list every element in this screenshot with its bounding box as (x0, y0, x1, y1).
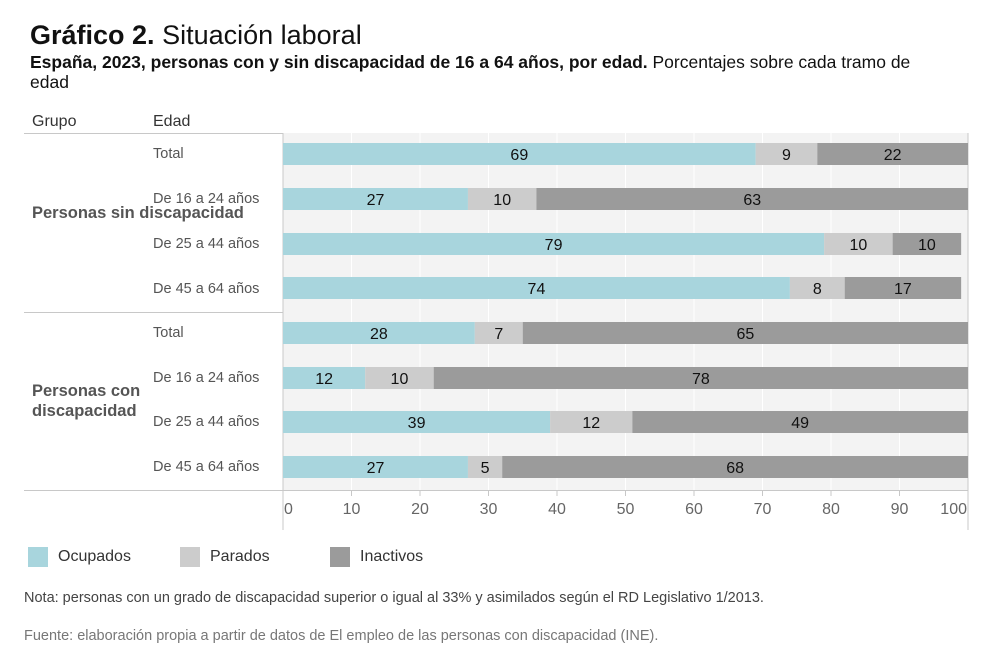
legend-label: Inactivos (360, 548, 424, 565)
row-label: De 45 a 64 años (153, 459, 260, 475)
bar-parados (467, 456, 503, 478)
legend-item-inactivos: Inactivos (330, 547, 423, 567)
chart-subtitle: España, 2023, personas con y sin discapa… (30, 52, 950, 92)
bar-data-label: 27 (367, 460, 385, 477)
legend-item-parados: Parados (180, 547, 270, 567)
bar-inactivos (522, 322, 968, 344)
column-header-group: Grupo (32, 113, 77, 130)
bar-data-label: 27 (367, 192, 385, 209)
bar-ocupados (283, 322, 475, 344)
row-label: De 45 a 64 años (153, 281, 260, 297)
separator-bottom (24, 490, 968, 491)
bar-data-label: 10 (391, 371, 409, 388)
legend-label: Ocupados (58, 548, 131, 565)
x-tick-label: 90 (891, 501, 909, 518)
bar-data-label: 39 (408, 415, 426, 432)
bar-data-label: 78 (692, 371, 710, 388)
bar-inactivos (536, 188, 968, 210)
bar-inactivos (632, 411, 968, 433)
x-tick-label: 40 (548, 501, 566, 518)
chart-title-rest: Situación laboral (162, 20, 362, 50)
legend-swatch-parados (180, 547, 200, 567)
chart-title: Gráfico 2. Situación laboral (30, 20, 362, 51)
bar-ocupados (283, 411, 551, 433)
row-label: Total (153, 146, 184, 162)
chart-subtitle-bold: España, 2023, personas con y sin discapa… (30, 52, 648, 72)
legend-swatch-inactivos (330, 547, 350, 567)
bar-ocupados (283, 367, 366, 389)
bar-parados (550, 411, 633, 433)
bar-data-label: 22 (884, 147, 902, 164)
bar-data-label: 74 (528, 281, 546, 298)
chart-title-bold: Gráfico 2. (30, 20, 155, 50)
bar-parados (474, 322, 523, 344)
bar-data-label: 12 (315, 371, 333, 388)
row-label: De 25 a 44 años (153, 236, 260, 252)
bar-data-label: 9 (782, 147, 791, 164)
bar-data-label: 10 (850, 237, 868, 254)
source-note: Fuente: elaboración propia a partir de d… (24, 628, 659, 644)
stacked-bar-chart: 0 10 20 30 40 50 60 70 80 90 100 69 9 22 27 10 63 79 10 10 7… (282, 133, 969, 530)
bar-data-label: 10 (493, 192, 511, 209)
bar-inactivos (817, 143, 968, 165)
bar-inactivos (844, 277, 962, 299)
bar-data-label: 8 (813, 281, 822, 298)
bar-data-label: 63 (743, 192, 761, 209)
bar-data-label: 65 (736, 326, 754, 343)
x-tick-label: 50 (617, 501, 635, 518)
bar-data-label: 79 (545, 237, 563, 254)
bar-data-label: 49 (791, 415, 809, 432)
bar-parados (824, 233, 893, 255)
bar-ocupados (283, 188, 468, 210)
bar-inactivos (502, 456, 968, 478)
bar-parados (789, 277, 845, 299)
bar-data-label: 17 (894, 281, 912, 298)
bar-data-label: 5 (481, 460, 490, 477)
bar-data-label: 28 (370, 326, 388, 343)
x-tick-label: 100 (940, 501, 967, 518)
row-label: De 16 a 24 años (153, 191, 260, 207)
x-tick-label: 70 (754, 501, 772, 518)
bar-inactivos (892, 233, 962, 255)
bar-data-label: 10 (918, 237, 936, 254)
group-label-sin-discapacidad: Personas sin discapacidad (32, 204, 244, 222)
group-label-con-discapacidad: Personas con discapacidad (32, 382, 141, 420)
bar-inactivos (433, 367, 968, 389)
row-label: Total (153, 325, 184, 341)
legend-item-ocupados: Ocupados (28, 547, 131, 567)
legend-label: Parados (210, 548, 270, 565)
bar-data-label: 12 (582, 415, 600, 432)
x-tick-label: 20 (411, 501, 429, 518)
row-label: De 16 a 24 años (153, 370, 260, 386)
x-tick-label: 10 (343, 501, 361, 518)
bar-ocupados (283, 143, 756, 165)
row-label: De 25 a 44 años (153, 414, 260, 430)
bar-parados (365, 367, 434, 389)
chart-subtitle-rest: Porcentajes sobre cada tramo de edad (30, 52, 911, 92)
bar-ocupados (283, 233, 825, 255)
x-tick-label: 30 (480, 501, 498, 518)
column-header-age: Edad (153, 113, 191, 130)
legend-swatch-ocupados (28, 547, 48, 567)
bar-parados (467, 188, 537, 210)
x-tick-label: 80 (822, 501, 840, 518)
x-tick-label: 0 (284, 501, 293, 518)
bar-ocupados (283, 277, 790, 299)
x-tick-label: 60 (685, 501, 703, 518)
footnote: Nota: personas con un grado de discapaci… (24, 590, 764, 606)
bar-parados (755, 143, 818, 165)
bar-data-label: 7 (494, 326, 503, 343)
bar-data-label: 68 (726, 460, 744, 477)
bar-ocupados (283, 456, 468, 478)
bar-data-label: 69 (510, 147, 528, 164)
